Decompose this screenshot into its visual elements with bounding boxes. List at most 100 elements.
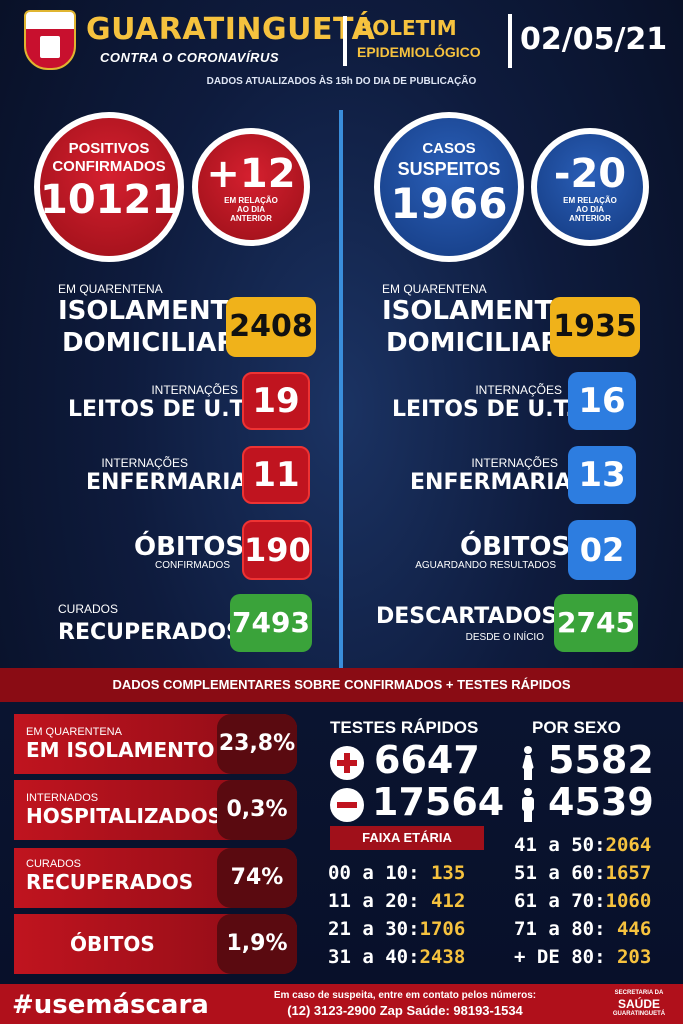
suspected-label-2: SUSPEITOS: [397, 159, 501, 179]
confirmed-quarantine-value: 2408: [226, 297, 316, 357]
campaign-subtitle: CONTRA O CORONAVÍRUS: [100, 50, 279, 65]
minus-icon: [330, 788, 364, 822]
bulletin-title: BOLETIM: [357, 16, 457, 40]
age-range: 51 a 60:: [514, 862, 606, 884]
icu-label: LEITOS DE U.T.I:: [68, 397, 267, 422]
suspected-ward-value: 13: [568, 446, 636, 504]
deaths-label: ÓBITOS:: [134, 532, 255, 562]
icu-small-label: INTERNAÇÕES: [151, 383, 238, 397]
discarded-label: DESCARTADOS:: [376, 604, 567, 629]
rapid-positive-value: 6647: [374, 738, 480, 782]
age-range-title: FAIXA ETÁRIA: [330, 826, 484, 850]
delta-note: ANTERIOR: [230, 214, 272, 223]
age-row: 51 a 60:1657: [514, 862, 651, 884]
suspected-value: 1966: [390, 179, 508, 228]
health-secretariat-logo: SECRETARIA DA: [614, 990, 664, 996]
confirmed-ward-value: 11: [242, 446, 310, 504]
age-value: 2438: [419, 946, 466, 968]
age-row: + DE 80: 203: [514, 946, 651, 968]
age-row: 71 a 80: 446: [514, 918, 651, 940]
rapid-tests-title: TESTES RÁPIDOS: [330, 718, 479, 737]
age-range: 41 a 50:: [514, 834, 606, 856]
complementary-band: [0, 668, 683, 702]
by-sex-title: POR SEXO: [532, 718, 621, 737]
cured-small-label: CURADOS: [58, 602, 119, 616]
percent-bar-value: 74%: [217, 848, 297, 908]
age-range: 11 a 20:: [328, 890, 420, 912]
complementary-title: DADOS COMPLEMENTARES SOBRE CONFIRMADOS +…: [112, 677, 571, 692]
percent-bar-value: 1,9%: [217, 914, 297, 974]
age-row: 21 a 30:1706: [328, 918, 465, 940]
delta-note: EM RELAÇÃO: [224, 196, 278, 205]
age-range: 31 a 40:: [328, 946, 420, 968]
percent-bar-small: CURADOS: [26, 858, 82, 870]
icu-label: LEITOS DE U.T.I:: [392, 397, 591, 422]
suspected-discarded-value: 2745: [554, 594, 638, 652]
female-value: 5582: [548, 738, 654, 782]
suspected-icu-value: 16: [568, 372, 636, 430]
quarantine-label: ISOLAMENTO: [58, 296, 251, 326]
confirmed-delta-circle: +12 EM RELAÇÃO AO DIA ANTERIOR: [192, 128, 310, 246]
health-secretariat-logo: GUARATINGUETÁ: [612, 1011, 666, 1017]
quarantine-small-label: EM QUARENTENA: [382, 282, 487, 296]
confirmed-value: 10121: [40, 177, 180, 223]
delta-note: ANTERIOR: [569, 214, 611, 223]
delta-note: AO DIA: [237, 205, 265, 214]
contact-note: Em caso de suspeita, entre em contato pe…: [273, 990, 537, 1001]
confirmed-deaths-value: 190: [242, 520, 312, 580]
percent-bar-small: INTERNADOS: [26, 792, 99, 804]
ward-label: ENFERMARIA:: [86, 470, 257, 495]
ward-label: ENFERMARIA:: [410, 470, 581, 495]
delta-note: EM RELAÇÃO: [563, 196, 617, 205]
suspected-label-1: CASOS: [422, 140, 476, 157]
percent-bar-label: HOSPITALIZADOS: [26, 804, 222, 828]
quarantine-label: ISOLAMENTO: [382, 296, 575, 326]
city-name: GUARATINGUETÁ: [86, 12, 376, 47]
age-value: 1706: [419, 918, 466, 940]
age-range: 00 a 10:: [328, 862, 420, 884]
confirmed-label-2: CONFIRMADOS: [52, 158, 166, 175]
age-row: 41 a 50:2064: [514, 834, 651, 856]
column-divider: [339, 110, 343, 670]
suspected-circle: CASOS SUSPEITOS 1966: [374, 112, 524, 262]
header-divider: [343, 16, 347, 66]
quarantine-label: DOMICILIAR:: [62, 328, 247, 358]
age-row: 00 a 10: 135: [328, 862, 465, 884]
confirmed-circle: POSITIVOS CONFIRMADOS 10121: [34, 112, 184, 262]
age-range: 61 a 70:: [514, 890, 606, 912]
city-crest-logo: [24, 10, 76, 70]
female-icon: [520, 746, 536, 780]
age-row: 61 a 70:1060: [514, 890, 651, 912]
age-value: 203: [605, 946, 652, 968]
male-value: 4539: [548, 780, 654, 824]
confirmed-icu-value: 19: [242, 372, 310, 430]
percent-bar-recovered: CURADOS RECUPERADOS 74%: [14, 848, 297, 908]
male-icon: [520, 788, 536, 822]
age-row: 11 a 20: 412: [328, 890, 465, 912]
confirmed-label-1: POSITIVOS: [68, 140, 150, 157]
plus-icon: [330, 746, 364, 780]
confirmed-cured-value: 7493: [230, 594, 312, 652]
percent-bar-small: EM QUARENTENA: [26, 726, 122, 738]
rapid-negative-value: 17564: [372, 780, 505, 824]
health-secretariat-logo: SAÚDE: [617, 997, 660, 1011]
contact-numbers: (12) 3123-2900 Zap Saúde: 98193-1534: [287, 1003, 523, 1018]
discarded-small-label: DESDE O INÍCIO: [465, 632, 544, 643]
bulletin-subtitle: EPIDEMIOLÓGICO: [357, 44, 481, 60]
hashtag: #usemáscara: [12, 990, 209, 1020]
suspected-delta: -20: [553, 151, 627, 197]
age-range: 71 a 80:: [514, 918, 606, 940]
age-value: 1060: [605, 890, 652, 912]
age-value: 1657: [605, 862, 652, 884]
percent-bar-value: 23,8%: [217, 714, 297, 774]
percent-bar-label: ÓBITOS: [70, 932, 155, 956]
percent-bar-label: EM ISOLAMENTO: [26, 738, 215, 762]
bulletin-date: 02/05/21: [520, 22, 668, 57]
cured-label: RECUPERADOS:: [58, 620, 251, 645]
deaths-small-label: CONFIRMADOS: [155, 560, 230, 571]
age-range: + DE 80:: [514, 946, 606, 968]
update-note: DADOS ATUALIZADOS ÀS 15h DO DIA DE PUBLI…: [206, 76, 477, 87]
suspected-delta-circle: -20 EM RELAÇÃO AO DIA ANTERIOR: [531, 128, 649, 246]
age-value: 2064: [605, 834, 652, 856]
icu-small-label: INTERNAÇÕES: [475, 383, 562, 397]
